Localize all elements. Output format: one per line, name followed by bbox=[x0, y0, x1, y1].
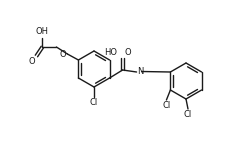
Text: Cl: Cl bbox=[184, 110, 192, 119]
Text: Cl: Cl bbox=[162, 101, 171, 110]
Text: HO: HO bbox=[105, 48, 118, 57]
Text: O: O bbox=[60, 49, 66, 58]
Text: OH: OH bbox=[36, 27, 49, 36]
Text: N: N bbox=[138, 66, 144, 75]
Text: O: O bbox=[125, 48, 131, 57]
Text: O: O bbox=[29, 57, 35, 66]
Text: Cl: Cl bbox=[90, 98, 98, 107]
